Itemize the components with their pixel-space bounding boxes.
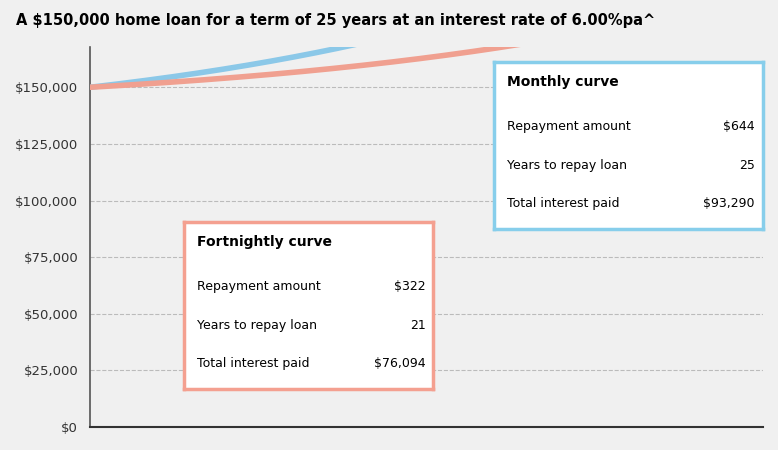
Text: $76,094: $76,094 xyxy=(374,357,426,370)
Text: Total interest paid: Total interest paid xyxy=(507,198,620,210)
Text: Years to repay loan: Years to repay loan xyxy=(197,319,317,332)
Text: $644: $644 xyxy=(724,120,755,133)
Text: $322: $322 xyxy=(394,280,426,293)
Text: Repayment amount: Repayment amount xyxy=(197,280,321,293)
Text: A $150,000 home loan for a term of 25 years at an interest rate of 6.00%pa^: A $150,000 home loan for a term of 25 ye… xyxy=(16,14,655,28)
Text: Total interest paid: Total interest paid xyxy=(197,357,309,370)
Text: 21: 21 xyxy=(410,319,426,332)
Text: 25: 25 xyxy=(739,159,755,172)
Text: Years to repay loan: Years to repay loan xyxy=(507,159,627,172)
Text: Fortnightly curve: Fortnightly curve xyxy=(197,235,331,249)
Text: Monthly curve: Monthly curve xyxy=(507,75,619,89)
Text: $93,290: $93,290 xyxy=(703,198,755,210)
Text: Repayment amount: Repayment amount xyxy=(507,120,631,133)
